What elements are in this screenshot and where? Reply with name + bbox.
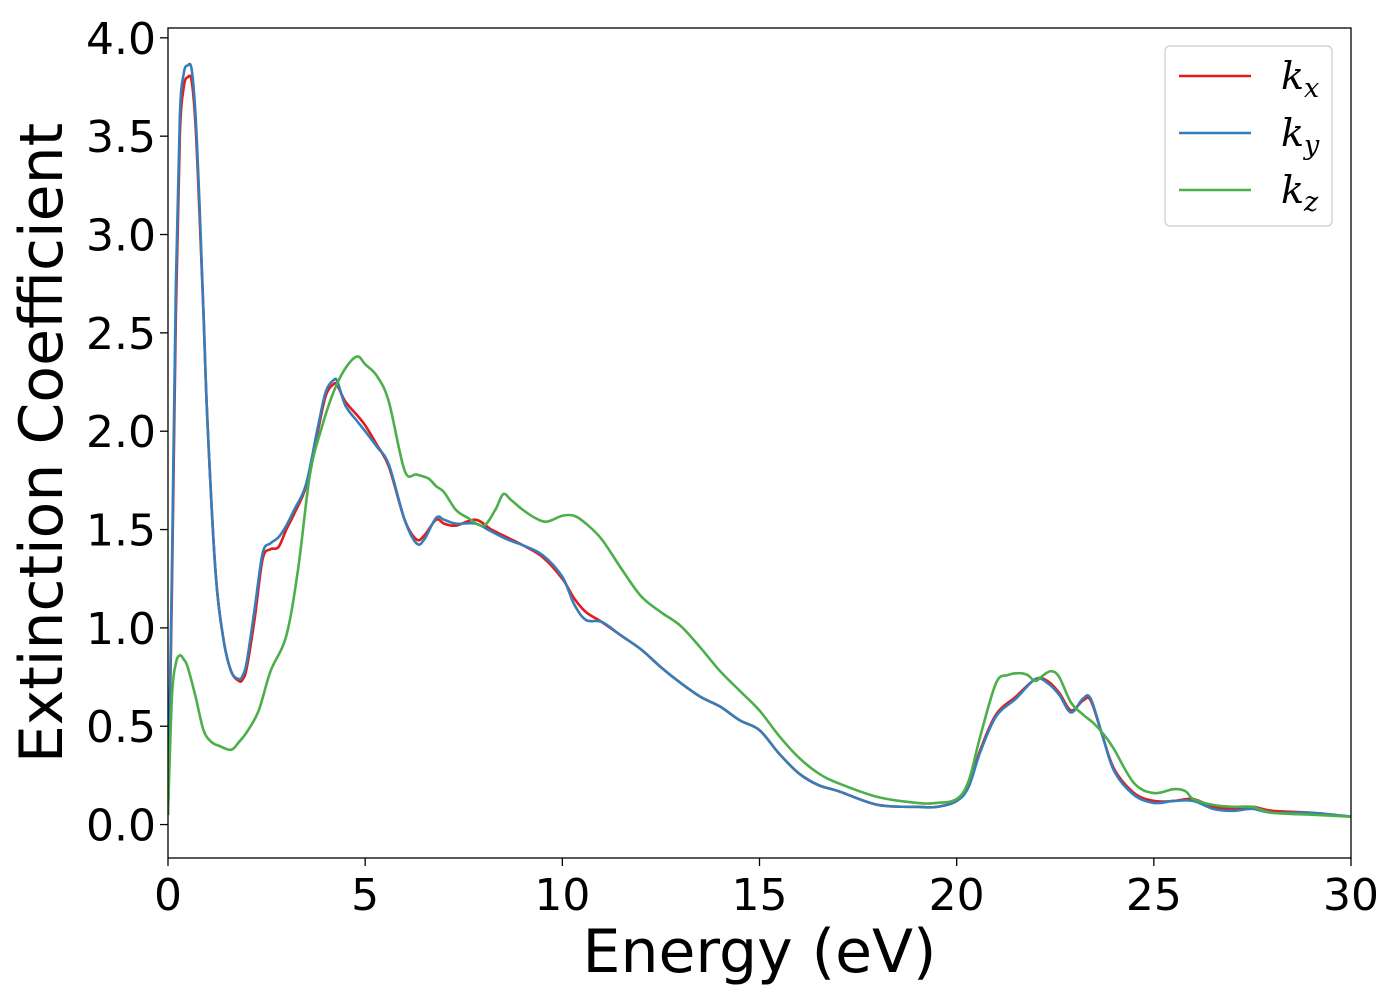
series-line-ky <box>168 62 1351 818</box>
x-axis-ticks: 0 5 10 15 20 25 30 <box>154 858 1379 921</box>
y-tick-label: 0.0 <box>86 801 156 852</box>
x-tick-label: 20 <box>929 870 985 921</box>
x-tick-label: 10 <box>534 870 590 921</box>
y-tick-label: 0.5 <box>86 702 156 753</box>
legend-box <box>1164 45 1333 227</box>
y-axis-ticks: 0.0 0.5 1.0 1.5 2.0 2.5 3.0 3.5 4.0 <box>86 14 168 852</box>
y-tick-label: 1.5 <box>86 506 156 557</box>
x-tick-label: 5 <box>351 870 379 921</box>
x-tick-label: 0 <box>154 870 182 921</box>
y-tick-label: 3.5 <box>86 112 156 163</box>
x-tick-label: 30 <box>1323 870 1379 921</box>
y-tick-label: 2.5 <box>86 309 156 360</box>
series-layer <box>168 62 1351 818</box>
x-axis-label: Energy (eV) <box>583 917 937 987</box>
y-axis-label: Extinction Coefficient <box>7 123 77 763</box>
x-tick-label: 15 <box>732 870 788 921</box>
series-line-kz <box>168 355 1351 818</box>
y-tick-label: 4.0 <box>86 14 156 65</box>
y-tick-label: 1.0 <box>86 604 156 655</box>
y-tick-label: 2.0 <box>86 407 156 458</box>
y-tick-label: 3.0 <box>86 211 156 262</box>
x-tick-label: 25 <box>1126 870 1182 921</box>
